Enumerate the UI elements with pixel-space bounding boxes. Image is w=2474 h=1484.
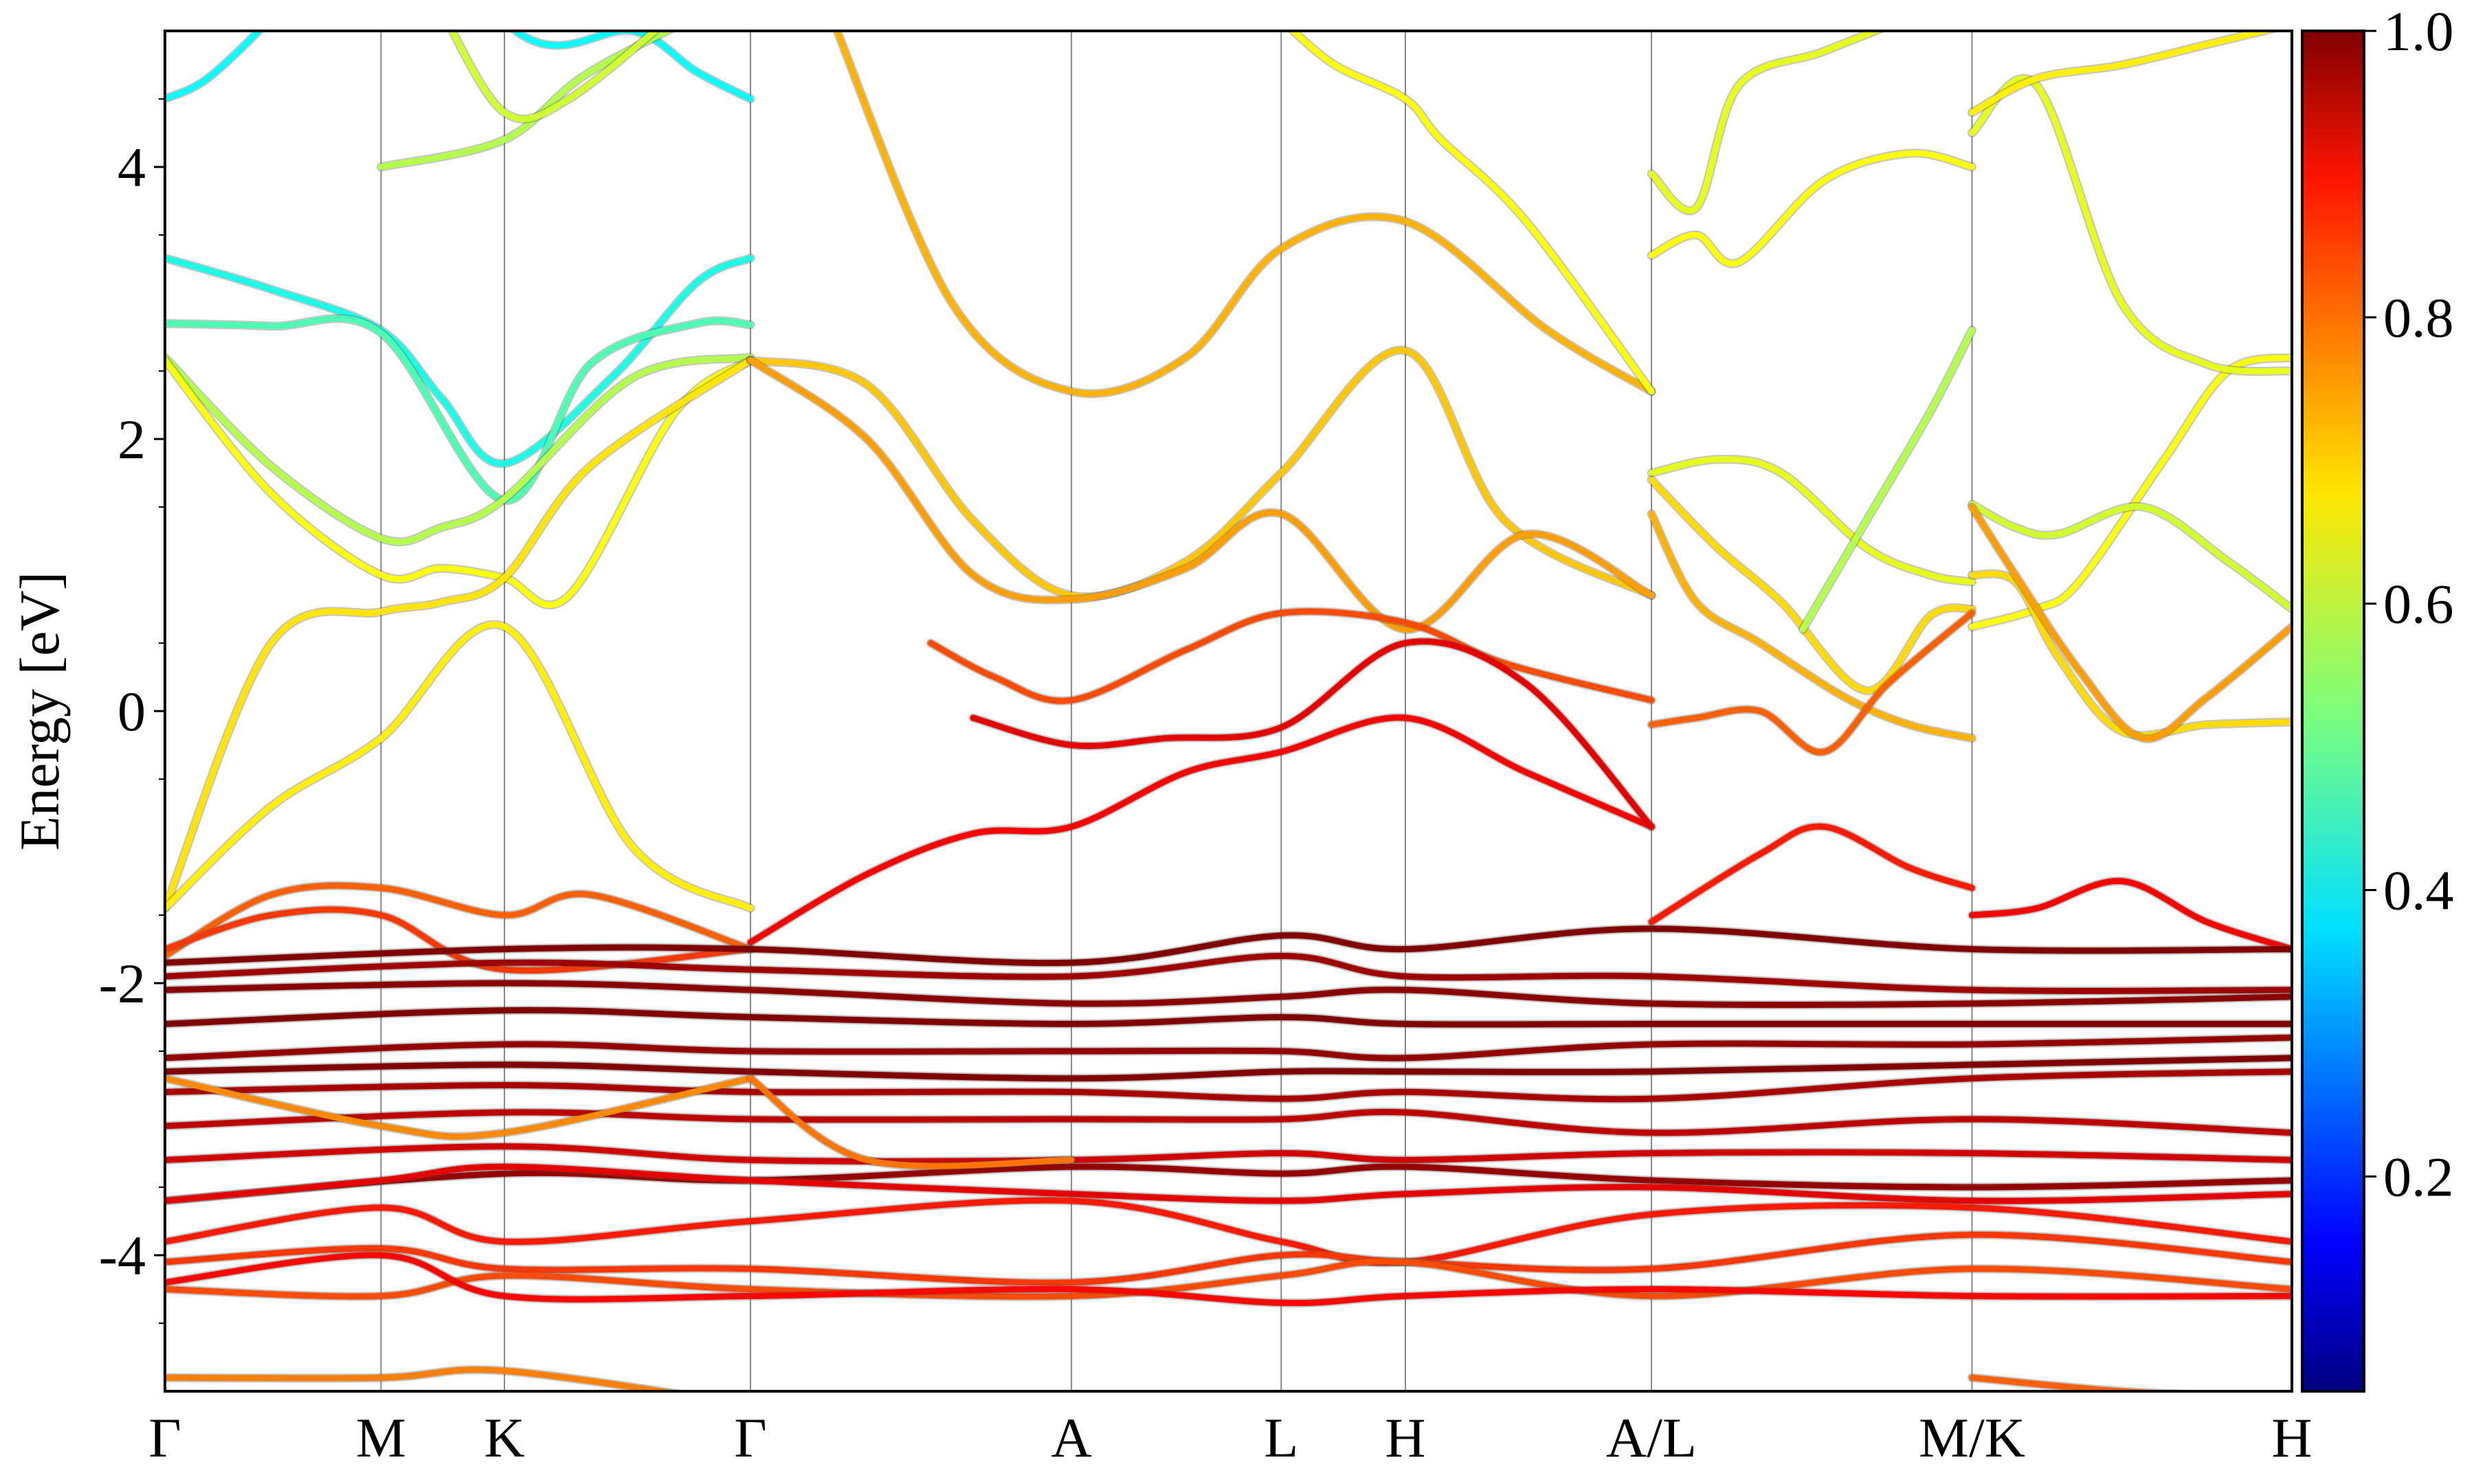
band-line	[1289, 31, 1655, 395]
band-line	[834, 31, 1655, 397]
band-line	[165, 1258, 2292, 1300]
colorbar-tick-label: 0.8	[2383, 286, 2454, 349]
colorbar-tick-label: 0.4	[2383, 859, 2454, 922]
band-line	[1648, 609, 1975, 756]
band-line	[165, 1068, 2292, 1103]
band-line	[1969, 31, 2277, 116]
colorbar-gradient	[2301, 30, 2365, 1393]
band-line	[1648, 510, 1975, 742]
band-line	[1648, 476, 1975, 694]
band-line	[927, 608, 1655, 704]
band-line	[378, 31, 674, 170]
colorbar-tick-label: 0.2	[2383, 1145, 2454, 1208]
band-line	[747, 357, 1655, 633]
x-tick-label: H	[1385, 1406, 1425, 1469]
band-line	[165, 882, 754, 959]
band-outline	[377, 31, 678, 172]
band-line	[747, 347, 1655, 600]
x-tick-label: H	[2271, 1406, 2312, 1469]
band-line	[449, 31, 660, 122]
band-line	[165, 1231, 2292, 1286]
band-line	[747, 715, 1655, 946]
band-line	[165, 952, 2292, 994]
y-tick-label: 2	[118, 408, 146, 471]
band-line	[165, 1163, 2292, 1204]
band-lines	[165, 31, 2292, 1391]
band-line	[165, 354, 754, 546]
band-line	[1648, 31, 1884, 214]
band-line	[1969, 75, 2292, 375]
band-line	[165, 315, 754, 504]
band-line	[165, 255, 754, 467]
band-line	[1648, 150, 1975, 267]
band-outline	[832, 31, 1656, 398]
band-line	[165, 1055, 2292, 1082]
x-axis: Γ M K Γ A L H A/L M/K H	[148, 1406, 2312, 1469]
band-outline	[1968, 74, 2292, 376]
x-tick-label: K	[484, 1406, 524, 1469]
band-line	[165, 1143, 2292, 1165]
band-line	[1648, 823, 1975, 925]
band-line	[165, 1163, 2292, 1204]
band-line	[1969, 1374, 2185, 1391]
band-line	[165, 925, 2292, 967]
band-outline	[1647, 475, 1976, 695]
band-line	[747, 1075, 1075, 1169]
y-tick-label: -2	[99, 952, 146, 1015]
band-line	[165, 31, 754, 102]
band-line	[165, 1109, 2292, 1136]
band-line	[1799, 327, 1975, 633]
band-line	[165, 1007, 2292, 1028]
colorbar-tick-label: 1.0	[2383, 0, 2454, 63]
band-outline	[1286, 31, 1656, 396]
band-line	[165, 357, 754, 912]
band-line	[165, 357, 754, 609]
x-tick-label: M/K	[1919, 1406, 2025, 1469]
y-axis-label: Energy [eV]	[8, 572, 71, 851]
band-line	[1969, 877, 2292, 952]
colorbar: 0.2 0.4 0.6 0.8 1.0	[2301, 0, 2454, 1393]
band-line	[165, 1252, 2292, 1307]
x-tick-label: L	[1264, 1406, 1298, 1469]
band-outline	[1647, 455, 1976, 587]
band-line	[165, 980, 2292, 1009]
band-line	[165, 621, 754, 912]
band-line	[970, 638, 1655, 830]
band-line	[1969, 501, 2292, 612]
band-line	[1969, 504, 2292, 742]
band-outline	[968, 637, 1656, 831]
band-line	[165, 1075, 754, 1140]
y-tick-label: -4	[99, 1224, 146, 1287]
x-tick-label: A/L	[1606, 1406, 1697, 1469]
band-outline	[926, 607, 1656, 706]
colorbar-tick-label: 0.6	[2383, 573, 2454, 636]
y-axis: -4 -2 0 2 4	[99, 98, 165, 1324]
x-tick-label: Γ	[734, 1406, 766, 1469]
band-line	[165, 1197, 2292, 1266]
y-tick-label: 0	[118, 680, 146, 743]
band-outline	[1968, 876, 2292, 954]
band-line	[165, 1034, 2292, 1061]
band-outline	[1968, 502, 2292, 743]
band-line	[1969, 570, 2292, 739]
x-tick-label: Γ	[148, 1406, 181, 1469]
band-outline	[746, 713, 1656, 947]
band-outline	[1968, 569, 2292, 740]
band-line	[1648, 456, 1975, 585]
colorbar-ticks: 0.2 0.4 0.6 0.8 1.0	[2364, 0, 2454, 1208]
x-tick-label: A	[1051, 1406, 1091, 1469]
y-tick-label: 4	[118, 136, 146, 199]
x-tick-label: M	[356, 1406, 406, 1469]
